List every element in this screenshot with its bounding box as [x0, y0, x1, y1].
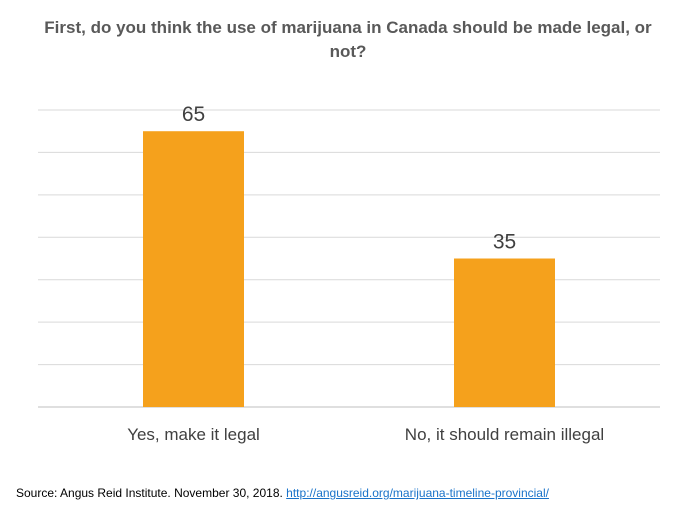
gridlines	[38, 109, 660, 408]
bar-no	[454, 258, 555, 407]
chart-title: First, do you think the use of marijuana…	[44, 18, 652, 61]
source-text: Source: Angus Reid Institute. November 3…	[16, 486, 283, 500]
category-label: Yes, make it legal	[127, 425, 260, 444]
bars	[143, 131, 555, 407]
bar-yes	[143, 131, 244, 407]
data-label: 35	[493, 231, 516, 254]
data-label: 65	[182, 103, 205, 126]
source-link[interactable]: http://angusreid.org/marijuana-timeline-…	[286, 486, 549, 500]
category-label: No, it should remain illegal	[405, 425, 604, 444]
data-labels: 65 35	[182, 103, 516, 253]
bar-chart: 65 35 Yes, make it legal No, it should rem…	[38, 103, 660, 444]
source-note: Source: Angus Reid Institute. November 3…	[16, 486, 549, 500]
category-labels: Yes, make it legal No, it should remain i…	[127, 425, 604, 444]
